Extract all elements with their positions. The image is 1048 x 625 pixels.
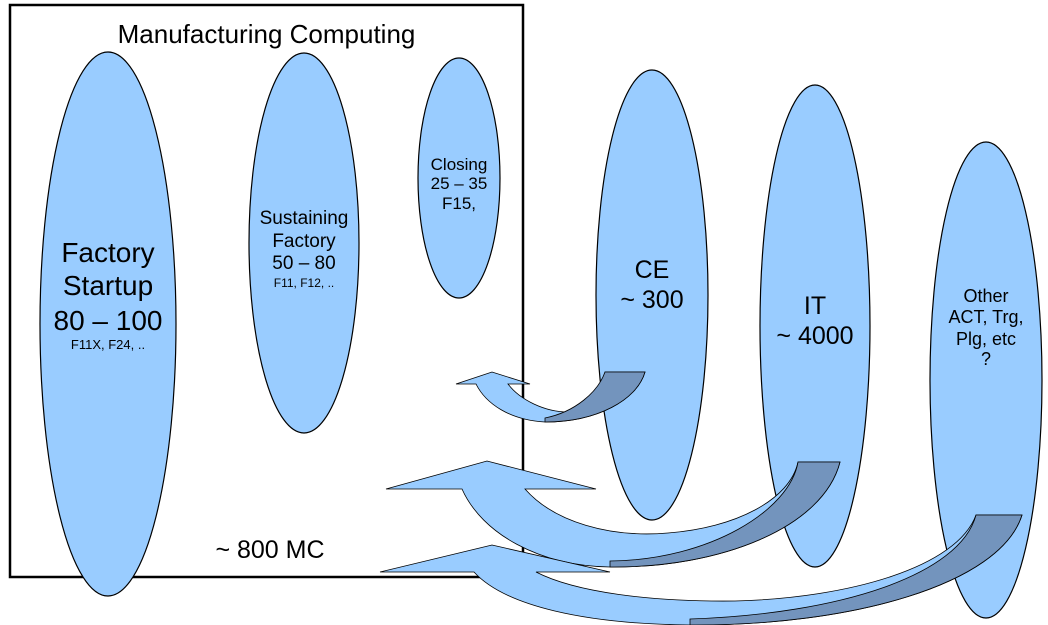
sustaining-line2: Factory bbox=[272, 230, 336, 252]
arrow-it-to-mc bbox=[385, 460, 841, 568]
box-title: Manufacturing Computing bbox=[117, 19, 416, 49]
sustaining-line1: Sustaining bbox=[259, 208, 349, 229]
other-line2: ACT, Trg, bbox=[948, 307, 1024, 328]
arrow-other-to-mc bbox=[379, 514, 1023, 625]
arrow-ce-to-mc bbox=[455, 371, 646, 423]
other-line1: Other bbox=[963, 286, 1009, 306]
startup-label-group: Factory Startup 80 – 100 F11X, F24, .. bbox=[48, 237, 168, 352]
startup-range: 80 – 100 bbox=[53, 305, 163, 337]
other-line4: ? bbox=[980, 349, 991, 370]
ellipse-sustaining-factory bbox=[248, 52, 360, 434]
it-count: ~ 4000 bbox=[776, 322, 854, 350]
ellipse-ce bbox=[595, 69, 709, 521]
sustaining-fabs: F11, F12, .. bbox=[273, 275, 335, 290]
closing-label-group: Closing 25 – 35 F15, bbox=[419, 155, 499, 213]
ce-name: CE bbox=[634, 256, 670, 284]
ellipse-closing bbox=[417, 57, 501, 299]
startup-line2: Startup bbox=[62, 270, 154, 302]
it-label-group: IT ~ 4000 bbox=[760, 293, 870, 350]
it-name: IT bbox=[803, 292, 827, 320]
ellipse-other bbox=[929, 141, 1043, 619]
sustaining-range: 50 – 80 bbox=[272, 253, 336, 275]
ce-label-group: CE ~ 300 bbox=[597, 257, 707, 314]
closing-range: 25 – 35 bbox=[430, 174, 488, 194]
sustaining-label-group: Sustaining Factory 50 – 80 F11, F12, .. bbox=[249, 208, 359, 290]
startup-fabs: F11X, F24, .. bbox=[70, 336, 146, 352]
other-line3: Plg, etc bbox=[955, 328, 1017, 349]
closing-line1: Closing bbox=[430, 155, 488, 174]
other-label-group: Other ACT, Trg, Plg, etc ? bbox=[936, 286, 1036, 370]
startup-line1: Factory bbox=[61, 237, 155, 268]
ce-count: ~ 300 bbox=[620, 286, 684, 314]
box-total-label: ~ 800 MC bbox=[215, 536, 325, 564]
ellipse-it bbox=[759, 84, 871, 568]
ellipse-factory-startup bbox=[39, 51, 177, 597]
closing-fabs: F15, bbox=[441, 193, 477, 213]
